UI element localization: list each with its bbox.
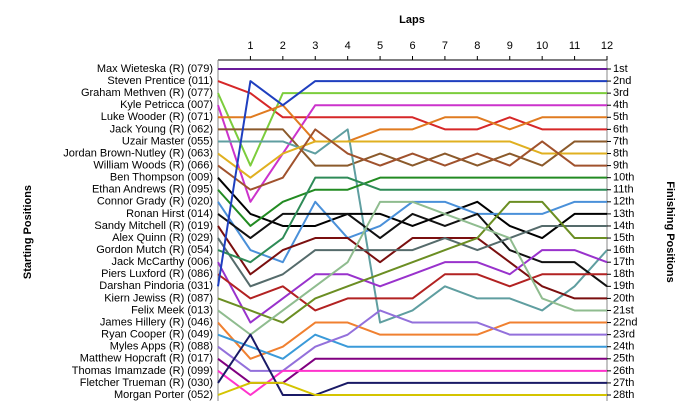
driver-label: Ryan Cooper (R) (049) [101,329,213,341]
driver-line [218,128,608,324]
driver-line [217,273,607,312]
driver-label: Sandy Mitchell (R) (019) [94,220,213,232]
y2-tick-label: 21st [613,304,634,316]
y2-tick-label: 27th [613,377,634,389]
y2-tick-label: 19th [613,280,634,292]
driver-label: Thomas Imamzade (R) (099) [72,365,213,377]
driver-label: Fletcher Trueman (R) (030) [80,377,213,389]
y-axis-title: Starting Positions [22,185,34,279]
x-tick-label: 3 [312,40,318,52]
driver-line [217,176,607,227]
y2-tick-label: 12th [613,196,634,208]
driver-label: Ronan Hirst (014) [126,208,213,220]
y2-tick-label: 14th [613,220,634,232]
driver-label: Max Wieteska (R) (079) [97,63,213,75]
driver-line [217,225,607,300]
driver-label: Felix Meek (013) [131,304,213,316]
driver-line [218,104,607,143]
driver-line [217,224,607,288]
y2-tick-label: 5th [613,111,628,123]
y2-tick-label: 15th [613,232,634,244]
driver-line [217,80,607,131]
y2-tick-label: 11th [613,184,634,196]
y2-tick-label: 10th [613,172,634,184]
driver-line [217,80,607,287]
driver-label: Jack Young (R) (062) [110,123,213,135]
y2-tick-label: 2nd [613,75,631,87]
driver-line [217,128,607,191]
driver-line [217,333,607,396]
y2-tick-label: 18th [613,268,634,280]
y2-tick-label: 6th [613,123,628,135]
driver-line [217,140,607,179]
driver-label: Uzair Master (055) [122,135,213,147]
x-tick-label: 11 [569,40,580,52]
driver-label: Ben Thompson (009) [110,172,213,184]
x-tick-label: 6 [409,40,415,52]
x-tick-label: 2 [280,40,286,52]
x-tick-label: 5 [377,40,383,52]
driver-label: William Woods (R) (066) [93,159,213,171]
y2-tick-label: 25th [613,353,634,365]
x-axis-title: Laps [399,14,425,26]
driver-line [217,369,607,396]
y2-tick-label: 3rd [613,87,629,99]
driver-line [217,381,607,396]
y2-tick-label: 16th [613,244,634,256]
driver-label: Darshan Pindoria (031) [99,280,213,292]
y2-tick-label: 20th [613,292,634,304]
y2-tick-label: 28th [613,389,634,401]
y2-tick-label: 17th [613,256,634,268]
x-tick-label: 9 [507,40,513,52]
y2-tick-label: 4th [613,99,628,111]
driver-label: Gordon Mutch (R) (054) [96,244,213,256]
y2-tick-label: 13th [613,208,634,220]
driver-line [217,321,607,360]
x-tick-label: 8 [474,40,480,52]
driver-line [217,249,608,324]
driver-line [217,200,607,324]
driver-line [217,200,607,336]
x-tick-label: 1 [247,40,253,52]
driver-label: Luke Wooder (R) (071) [101,111,213,123]
driver-line [217,212,608,288]
x-tick-label: 12 [601,40,613,52]
driver-label: Ethan Andrews (R) (095) [92,184,213,196]
x-tick-label: 7 [442,40,448,52]
driver-label: James Hillery (R) (046) [100,316,213,328]
driver-line [217,333,607,360]
driver-line [217,176,607,240]
driver-label: Jordan Brown-Nutley (R) (063) [63,147,213,159]
y2-tick-label: 24th [613,341,634,353]
driver-label: Connor Grady (R) (020) [97,196,213,208]
y2-tick-label: 1st [613,63,628,75]
y2-tick-label: 8th [613,147,628,159]
driver-label: Jack McCarthy (006) [112,256,213,268]
y2-tick-label: 22nd [613,316,637,328]
driver-label: Morgan Porter (052) [114,389,213,401]
driver-label: Myles Apps (R) (088) [110,341,213,353]
driver-line [218,128,607,167]
y2-tick-label: 26th [613,365,634,377]
y2-axis-title: Finishing Positions [664,181,676,282]
driver-line [217,92,607,167]
y2-tick-label: 23rd [613,329,635,341]
x-tick-label: 4 [345,40,351,52]
driver-label: Matthew Hopcraft (R) (017) [80,353,213,365]
driver-label: Graham Methven (R) (077) [81,87,213,99]
driver-label: Steven Prentice (011) [107,75,213,87]
x-tick-label: 10 [536,40,548,52]
y2-tick-label: 9th [613,159,628,171]
driver-line [217,176,607,264]
driver-label: Alex Quinn (R) (029) [112,232,213,244]
y2-tick-label: 7th [613,135,628,147]
driver-label: Kyle Petricca (007) [120,99,213,111]
driver-label: Kiern Jewiss (R) (087) [104,292,213,304]
driver-label: Piers Luxford (R) (086) [101,268,213,280]
